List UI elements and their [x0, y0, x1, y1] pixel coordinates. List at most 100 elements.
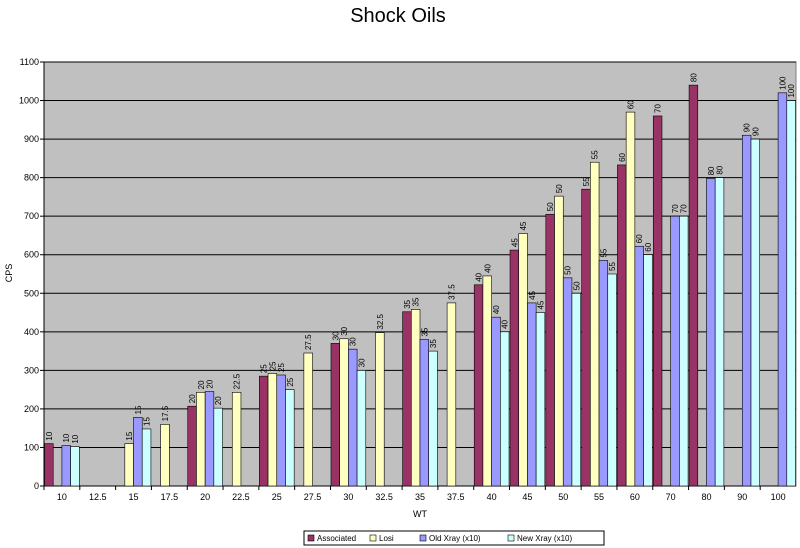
bar — [670, 215, 680, 487]
data-label: 60 — [635, 234, 644, 243]
data-label: 10 — [62, 433, 71, 442]
bar — [634, 245, 644, 487]
data-label: 20 — [188, 394, 197, 403]
data-label: 10 — [71, 434, 80, 443]
bar — [259, 375, 269, 487]
plot-area: 0100200300400500600700800900100011001010… — [19, 57, 797, 502]
bar — [348, 348, 358, 487]
bar — [688, 84, 699, 487]
data-label: 80 — [707, 166, 716, 175]
data-label: 100 — [778, 76, 787, 90]
bar — [276, 374, 286, 487]
legend-swatch — [369, 534, 377, 542]
x-tick-label: 10 — [57, 492, 67, 502]
y-tick-label: 1000 — [19, 96, 39, 106]
x-axis-title: WT — [413, 509, 427, 519]
data-label: 22.5 — [233, 373, 242, 389]
bar — [356, 370, 367, 487]
data-label: 35 — [429, 339, 438, 348]
y-axis-title: CPS — [4, 264, 14, 283]
y-tick-label: 300 — [24, 365, 39, 375]
bar — [714, 177, 725, 487]
bar — [607, 273, 617, 487]
bar — [562, 277, 573, 487]
data-label: 60 — [644, 242, 653, 251]
bar — [213, 407, 223, 487]
data-label: 40 — [483, 263, 492, 272]
bar — [44, 443, 54, 487]
data-label: 37.5 — [447, 284, 456, 300]
bar — [339, 338, 349, 487]
data-label: 55 — [582, 177, 591, 186]
x-tick-label: 22.5 — [232, 492, 250, 502]
y-tick-label: 1100 — [20, 57, 39, 67]
data-label: 17.5 — [161, 405, 170, 421]
x-tick-label: 37.5 — [447, 492, 465, 502]
bar — [160, 424, 170, 487]
bar — [786, 100, 796, 487]
x-tick-label: 27.5 — [304, 492, 322, 502]
legend-swatch — [507, 534, 515, 542]
data-label: 50 — [564, 265, 573, 274]
bar — [446, 302, 457, 487]
x-tick-label: 55 — [594, 492, 604, 502]
bar — [473, 284, 484, 487]
data-label: 100 — [787, 84, 796, 98]
data-label: 25 — [286, 377, 295, 386]
bar — [706, 178, 716, 487]
bar — [509, 249, 520, 487]
bar — [482, 275, 492, 487]
bar — [285, 389, 295, 487]
y-tick-label: 700 — [24, 211, 39, 221]
data-label: 55 — [608, 262, 617, 271]
bar — [410, 309, 421, 487]
data-label: 45 — [519, 221, 528, 230]
y-tick-label: 800 — [24, 173, 39, 183]
bar — [330, 343, 340, 487]
x-tick-label: 100 — [771, 492, 786, 502]
y-tick-label: 400 — [24, 327, 39, 337]
x-tick-label: 35 — [415, 492, 425, 502]
bar — [204, 391, 215, 487]
bar — [70, 446, 80, 487]
x-tick-label: 25 — [272, 492, 282, 502]
bar — [527, 302, 537, 487]
data-label: 80 — [689, 73, 698, 82]
legend: Associated Losi Old Xray (x10) New Xray (x1… — [303, 530, 605, 546]
x-tick-label: 80 — [701, 492, 711, 502]
x-tick-label: 45 — [522, 492, 532, 502]
bar — [571, 292, 581, 487]
bar — [402, 311, 412, 487]
data-label: 27.5 — [304, 334, 313, 350]
bar — [554, 195, 564, 487]
bar — [598, 260, 609, 487]
bar — [428, 350, 438, 487]
data-label: 30 — [349, 337, 358, 346]
data-label: 40 — [475, 272, 484, 281]
bar — [545, 213, 555, 487]
data-label: 35 — [412, 297, 421, 306]
data-label: 30 — [357, 358, 366, 367]
bar — [777, 92, 788, 487]
x-tick-label: 70 — [666, 492, 676, 502]
data-label: 90 — [743, 123, 752, 132]
data-label: 35 — [420, 327, 429, 336]
data-label: 10 — [45, 431, 54, 440]
data-label: 60 — [618, 152, 627, 161]
legend-swatch — [419, 534, 427, 542]
data-label: 50 — [572, 281, 581, 290]
bar — [124, 443, 134, 487]
data-label: 50 — [546, 202, 555, 211]
x-tick-label: 32.5 — [375, 492, 393, 502]
data-label: 20 — [214, 396, 223, 405]
data-label: 70 — [654, 104, 663, 113]
x-tick-label: 15 — [129, 492, 139, 502]
bar — [267, 373, 278, 487]
x-tick-label: 30 — [343, 492, 353, 502]
data-label: 25 — [277, 363, 286, 372]
bar — [750, 138, 760, 487]
y-tick-label: 0 — [34, 481, 39, 491]
data-label: 55 — [599, 248, 608, 257]
bar — [375, 332, 385, 487]
legend-label: Losi — [379, 534, 394, 543]
